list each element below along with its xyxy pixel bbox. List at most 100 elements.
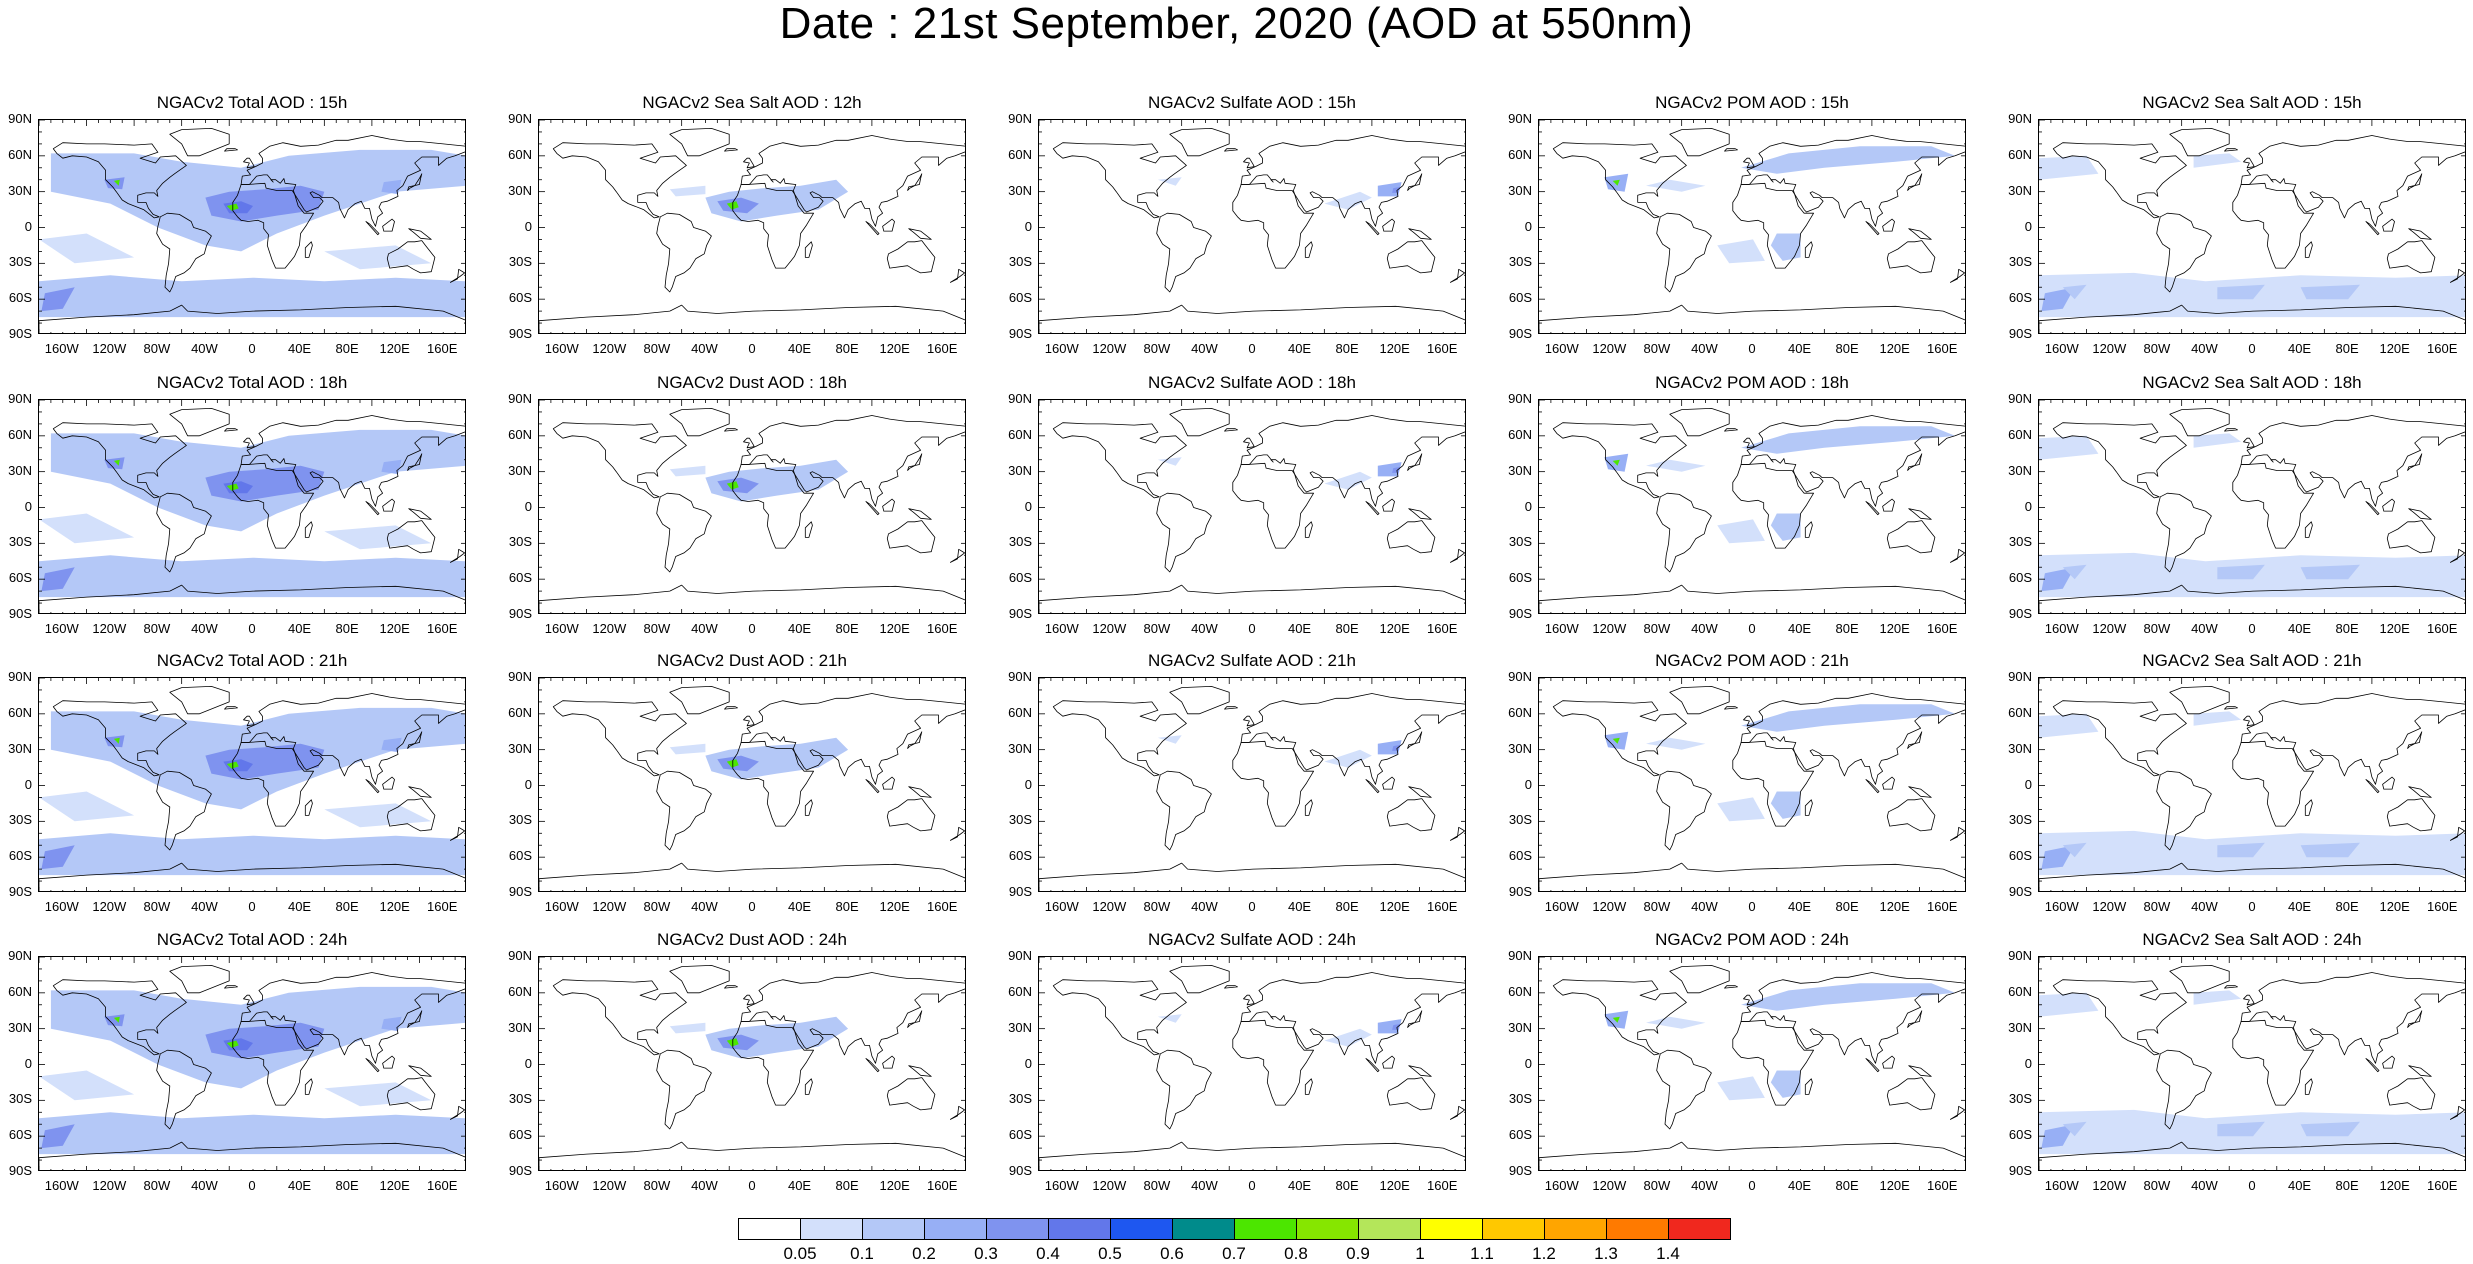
colorbar-label: 0.05 (783, 1244, 817, 1263)
coastline (882, 776, 895, 790)
lon-tick-label: 0 (248, 899, 256, 914)
lon-tick-label: 160E (1927, 621, 1958, 636)
aod-plume (2193, 433, 2242, 448)
coastline (669, 685, 730, 715)
coastline (1724, 428, 1738, 432)
coastline (2156, 770, 2212, 851)
lon-tick-label: 80E (2335, 1178, 2359, 1193)
world-map (1539, 120, 1965, 333)
lon-tick-label: 120W (1092, 341, 1127, 356)
lon-tick-label: 120E (1879, 621, 1910, 636)
lon-tick-label: 160W (2044, 1178, 2079, 1193)
world-map (1539, 400, 1965, 613)
lat-tick-label: 30S (1508, 254, 1532, 270)
colorbar-swatch (1296, 1218, 1359, 1240)
lat-tick-label: 90N (2008, 669, 2032, 684)
lat-tick-label: 90S (2008, 1163, 2032, 1178)
aod-plume (717, 755, 759, 772)
coastline (407, 1010, 423, 1028)
panel-title: NGACv2 Sea Salt AOD : 24h (2142, 930, 2362, 949)
aod-plume (1770, 233, 1801, 261)
lat-tick-label: 60N (508, 983, 532, 999)
lat-tick-label: 90S (1008, 326, 1032, 341)
coastline (2232, 1019, 2315, 1106)
lat-tick-label: 0 (2024, 498, 2032, 514)
lon-tick-label: 160W (44, 1178, 79, 1193)
lat-tick-label: 30N (8, 1019, 32, 1035)
aod-plume (1324, 1028, 1372, 1047)
coastline (908, 508, 932, 520)
lon-tick-label: 160W (1044, 899, 1079, 914)
coastline (382, 498, 395, 512)
aod-plume (2193, 990, 2242, 1005)
coastline (908, 1065, 932, 1077)
coastline (1724, 148, 1738, 152)
map-frame (538, 956, 966, 1171)
coastline (2052, 979, 2187, 1056)
lat-tick-label: 30N (1508, 462, 1532, 478)
panel-title: NGACv2 Sea Salt AOD : 18h (2142, 373, 2362, 392)
coastline (1240, 693, 1465, 785)
lat-tick-label: 30N (8, 740, 32, 756)
panel-title: NGACv2 POM AOD : 15h (1655, 93, 1849, 112)
coastline (2169, 407, 2230, 437)
lon-tick-label: 40W (1691, 899, 1718, 914)
lat-tick-label: 30S (508, 812, 532, 828)
coastline (1886, 798, 1936, 832)
coastline (1743, 994, 1755, 1006)
aod-plume (1741, 983, 1956, 1011)
map-frame (1538, 399, 1966, 614)
lon-tick-label: 160W (544, 341, 579, 356)
coastline (386, 520, 436, 554)
coastline (1052, 422, 1187, 499)
lon-tick-label: 0 (2248, 1178, 2256, 1193)
lon-tick-label: 80E (1835, 621, 1859, 636)
map-frame (2038, 119, 2466, 334)
lat-tick-label: 90S (1008, 1163, 1032, 1178)
lon-tick-label: 40W (1691, 621, 1718, 636)
world-map (2039, 957, 2465, 1170)
coastline (1382, 218, 1395, 232)
lon-tick-label: 120W (2092, 621, 2127, 636)
panel-title: NGACv2 Sea Salt AOD : 15h (2142, 93, 2362, 112)
coastline (2386, 798, 2436, 832)
lon-tick-label: 160W (544, 1178, 579, 1193)
lat-tick-label: 60N (2008, 983, 2032, 999)
aod-plume (1392, 744, 1401, 751)
colorbar-label: 0.4 (1036, 1244, 1060, 1263)
lat-tick-label: 30S (1008, 534, 1032, 550)
coastline (2240, 693, 2465, 785)
coastline (1865, 779, 1880, 794)
coastline (1724, 985, 1738, 989)
lat-tick-label: 30S (2008, 534, 2032, 550)
coastline (949, 548, 965, 563)
lon-tick-label: 120E (1879, 1178, 1910, 1193)
coastline (304, 241, 313, 258)
lon-tick-label: 40E (2287, 1178, 2312, 1193)
lat-tick-label: 60S (1008, 848, 1032, 864)
coastline (907, 453, 923, 471)
coastline (2407, 173, 2423, 191)
coastline (1240, 135, 1465, 227)
colorbar-swatch (1544, 1218, 1607, 1240)
coastline (1304, 1078, 1313, 1095)
coastline (2232, 740, 2315, 827)
coastline (1732, 182, 1815, 269)
lon-tick-label: 0 (1248, 899, 1256, 914)
lon-tick-label: 0 (748, 899, 756, 914)
coastline (408, 508, 432, 520)
lon-tick-label: 160E (2427, 621, 2458, 636)
lon-tick-label: 80E (335, 621, 359, 636)
lon-tick-label: 40E (1287, 1178, 1312, 1193)
lat-tick-label: 0 (524, 776, 532, 792)
coastline (2224, 428, 2238, 432)
coastline (1740, 415, 1965, 507)
coastline (724, 148, 738, 152)
lon-tick-label: 40E (1787, 1178, 1812, 1193)
coastline (240, 693, 465, 785)
lon-tick-label: 0 (2248, 621, 2256, 636)
aod-plume (324, 803, 432, 828)
lon-tick-label: 120W (1092, 621, 1127, 636)
coastline (1449, 268, 1465, 283)
coastline (1908, 508, 1932, 520)
